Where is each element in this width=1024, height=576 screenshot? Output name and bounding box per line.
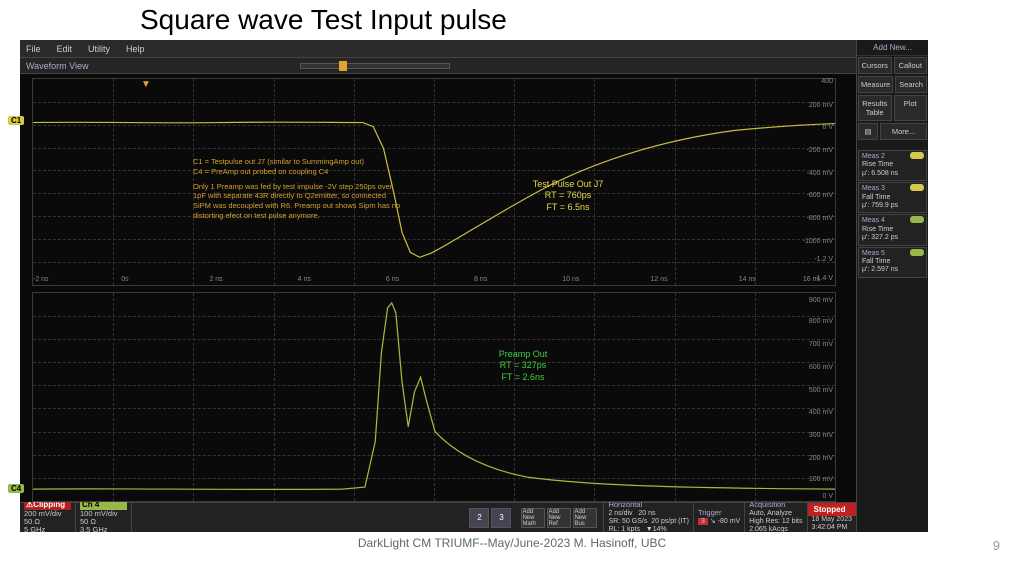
acquisition-slider[interactable] bbox=[300, 63, 450, 69]
j7-annotation: Test Pulse Out J7RT = 760psFT = 6.5ns bbox=[503, 179, 633, 213]
bottom-bar: ⚠Clipping 200 mV/div 50 Ω 5 GHz Ch 4 100… bbox=[20, 502, 856, 532]
horizontal-info[interactable]: Horizontal 2 ns/div 20 ns SR: 50 GS/s 20… bbox=[603, 503, 693, 532]
measurement-box[interactable]: Meas 3Fall Timeμ': 759.9 ps bbox=[858, 182, 927, 213]
view-title: Waveform View bbox=[26, 61, 89, 71]
measurement-box[interactable]: Meas 2Rise Timeμ': 6.508 ns bbox=[858, 150, 927, 181]
view-header: Waveform View bbox=[20, 58, 856, 74]
add-ref-button[interactable]: Add New Ref bbox=[547, 508, 571, 528]
measure-button[interactable]: Measure bbox=[858, 76, 893, 93]
side-panel: Add New... Cursors Callout Measure Searc… bbox=[856, 40, 928, 532]
cursors-button[interactable]: Cursors bbox=[858, 57, 892, 74]
menu-file[interactable]: File bbox=[26, 44, 41, 54]
preamp-annotation: Preamp OutRT = 327psFT = 2.6ns bbox=[473, 349, 573, 383]
plot-ch4: 900 mV 800 mV 700 mV 600 mV 500 mV 400 m… bbox=[32, 292, 836, 502]
trace-ch1 bbox=[33, 79, 835, 285]
ch1-settings[interactable]: ⚠Clipping 200 mV/div 50 Ω 5 GHz bbox=[20, 503, 76, 532]
menu-utility[interactable]: Utility bbox=[88, 44, 110, 54]
description-annotation: C1 = Testpulse out J7 (similar to Summin… bbox=[193, 157, 403, 221]
add-math-button[interactable]: Add New Math bbox=[521, 508, 545, 528]
trigger-info[interactable]: Trigger 3 ↘ -80 mV bbox=[693, 503, 744, 532]
ch4-badge[interactable]: C4 bbox=[8, 484, 24, 493]
plot-button[interactable]: Plot bbox=[894, 95, 928, 121]
ch2-button[interactable]: 2 bbox=[469, 508, 489, 528]
callout-button[interactable]: Callout bbox=[894, 57, 928, 74]
stopped-badge: Stopped bbox=[808, 503, 856, 516]
plot-ch1: ▼ 400 200 mV 0 V -200 mV -400 mV -600 mV… bbox=[32, 78, 836, 286]
oscilloscope-screenshot: File Edit Utility Help Waveform View C1 … bbox=[20, 40, 928, 532]
more-button[interactable]: More... bbox=[880, 123, 927, 140]
results-button[interactable]: Results Table bbox=[858, 95, 892, 121]
side-header: Add New... bbox=[857, 40, 928, 56]
slide-footer: DarkLight CM TRIUMF--May/June-2023 M. Ha… bbox=[0, 532, 1024, 554]
acquisition-info[interactable]: Acquisition Auto, Analyze High Res: 12 b… bbox=[744, 503, 806, 532]
measurement-box[interactable]: Meas 5Fall Timeμ': 2.597 ns bbox=[858, 247, 927, 278]
status-info: Stopped 18 May 2023 3:42:04 PM bbox=[807, 503, 856, 532]
search-button[interactable]: Search bbox=[895, 76, 927, 93]
expand-icon[interactable]: ▤ bbox=[858, 123, 878, 140]
trace-ch4 bbox=[33, 293, 835, 501]
ch1-badge[interactable]: C1 bbox=[8, 116, 24, 125]
waveform-area: C1 C4 ▼ 400 200 mV 0 V -200 mV -400 mV -… bbox=[20, 74, 856, 502]
slide-title: Square wave Test Input pulse bbox=[0, 0, 1024, 40]
menu-help[interactable]: Help bbox=[126, 44, 145, 54]
measurement-box[interactable]: Meas 4Rise Timeμ': 327.2 ps bbox=[858, 214, 927, 245]
menu-edit[interactable]: Edit bbox=[57, 44, 73, 54]
add-bus-button[interactable]: Add New Bus bbox=[573, 508, 597, 528]
page-number: 9 bbox=[993, 538, 1000, 553]
menubar: File Edit Utility Help bbox=[20, 40, 856, 58]
ch3-button[interactable]: 3 bbox=[491, 508, 511, 528]
ch4-settings[interactable]: Ch 4 100 mV/div 50 Ω 3.5 GHz bbox=[76, 503, 132, 532]
